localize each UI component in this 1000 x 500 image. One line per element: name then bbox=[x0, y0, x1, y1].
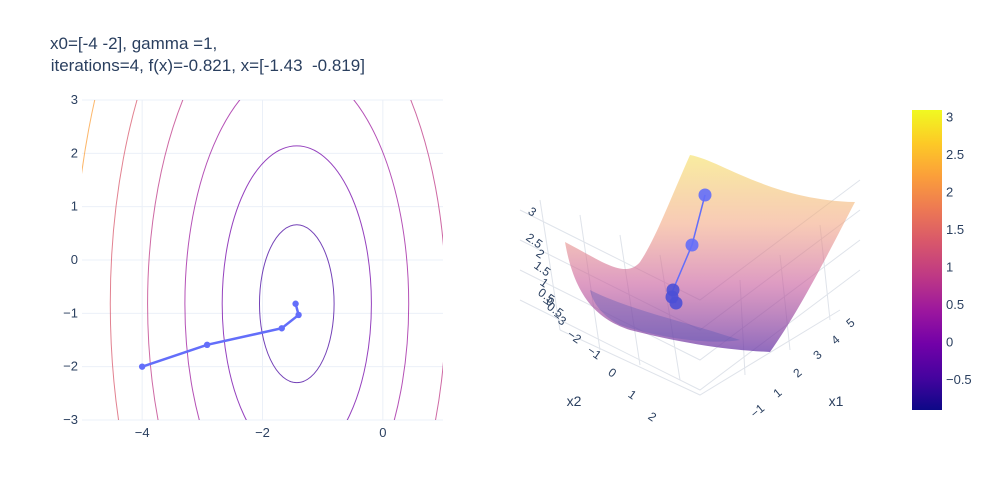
x2-tick-label: 0 bbox=[606, 365, 620, 380]
x-tick-label: 0 bbox=[379, 425, 386, 440]
y-tick-label: 0 bbox=[71, 252, 78, 267]
colorbar-tick-label: 0.5 bbox=[946, 297, 964, 312]
descent-path-3d-point bbox=[670, 297, 683, 310]
colorbar-tick-label: 0 bbox=[946, 335, 953, 350]
x2-tick-label: −1 bbox=[585, 343, 605, 363]
descent-path-point bbox=[279, 325, 285, 331]
descent-path-point bbox=[139, 363, 145, 369]
colorbar-tick-label: 2 bbox=[946, 185, 953, 200]
x1-axis-title: x1 bbox=[829, 393, 844, 409]
colorbar-tick-label: 2.5 bbox=[946, 147, 964, 162]
descent-path-point bbox=[292, 301, 298, 307]
colorbar: 3 2.5 2 1.5 1 0.5 0 −0.5 bbox=[912, 110, 972, 411]
y-tick-label: 2 bbox=[71, 145, 78, 160]
x2-tick-label: −2 bbox=[565, 327, 585, 347]
x1-tick-label: 5 bbox=[843, 315, 857, 330]
z-tick-label: 1.5 bbox=[531, 258, 553, 279]
colorbar-ticks: 3 2.5 2 1.5 1 0.5 0 −0.5 bbox=[946, 110, 972, 388]
x1-tick-label: 4 bbox=[828, 332, 842, 347]
colorbar-tick-label: 3 bbox=[946, 110, 953, 125]
z-tick-label: 3 bbox=[526, 204, 540, 219]
descent-path-point bbox=[295, 312, 301, 318]
contour-x-ticks: −4 −2 0 bbox=[135, 425, 387, 440]
y-tick-label: −1 bbox=[63, 305, 78, 320]
surface-mesh bbox=[565, 155, 855, 352]
colorbar-tick-label: 1 bbox=[946, 260, 953, 275]
colorbar-gradient bbox=[912, 110, 942, 410]
y-tick-label: 1 bbox=[71, 199, 78, 214]
colorbar-tick-label: 1.5 bbox=[946, 222, 964, 237]
x-tick-label: −4 bbox=[135, 425, 150, 440]
descent-path-point bbox=[204, 342, 210, 348]
descent-path-3d-point bbox=[699, 189, 712, 202]
descent-path-3d-point bbox=[686, 239, 699, 252]
x2-axis-title: x2 bbox=[567, 393, 582, 409]
x2-tick-label: 2 bbox=[646, 409, 660, 424]
y-tick-label: 3 bbox=[71, 92, 78, 107]
x1-tick-label: 2 bbox=[790, 365, 804, 380]
x1-tick-label: 1 bbox=[770, 385, 784, 400]
y-tick-label: −3 bbox=[63, 412, 78, 427]
x2-tick-label: 1 bbox=[626, 387, 640, 402]
x1-tick-label: 3 bbox=[810, 347, 824, 362]
contour-y-ticks: −3 −2 −1 0 1 2 3 bbox=[63, 92, 78, 427]
x1-tick-label: −1 bbox=[748, 401, 768, 421]
colorbar-tick-label: −0.5 bbox=[946, 372, 972, 387]
contour-plot[interactable]: −4 −2 0 −3 −2 −1 0 1 2 3 bbox=[0, 0, 595, 500]
y-tick-label: −2 bbox=[63, 359, 78, 374]
x-tick-label: −2 bbox=[255, 425, 270, 440]
